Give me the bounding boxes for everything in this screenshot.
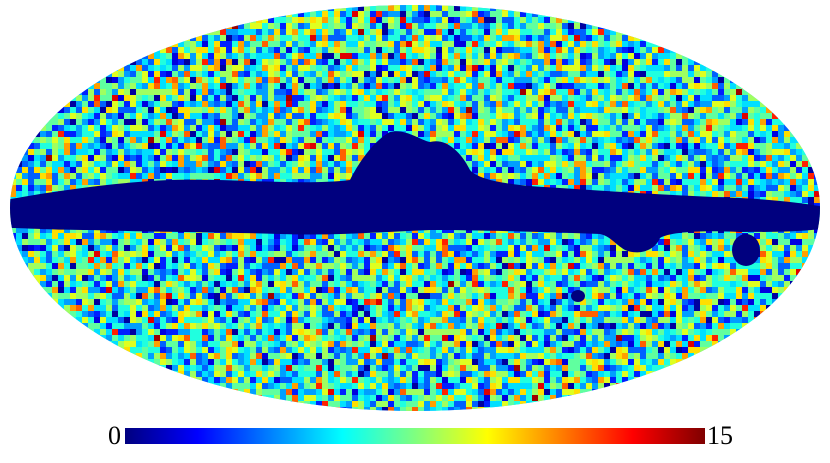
galactic-mask [10,131,820,253]
mask-spot [571,290,585,302]
sky-map [10,5,820,411]
sky-texture [10,5,820,411]
colorbar [125,428,705,444]
colorbar-tick-label: 0 [108,421,121,450]
mask-spot [732,234,760,266]
sky-texture [10,5,820,407]
colorbar-tick-label: 15 [707,421,733,450]
